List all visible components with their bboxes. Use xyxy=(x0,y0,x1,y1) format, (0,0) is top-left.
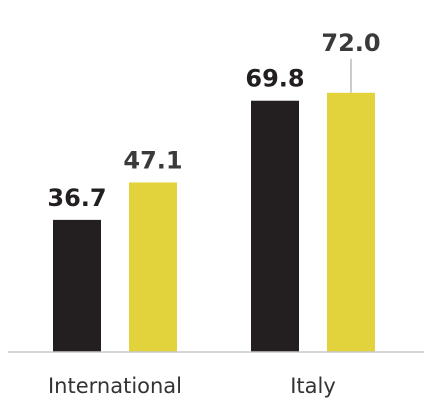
category-label-international: International xyxy=(48,374,182,398)
value-label: 36.7 xyxy=(47,184,106,212)
bar-1-international xyxy=(53,219,101,352)
value-label: 69.8 xyxy=(245,65,304,93)
bar-1-italy xyxy=(251,100,299,352)
bar-2-italy xyxy=(327,92,375,353)
category-label-italy: Italy xyxy=(290,374,336,398)
value-label: 72.0 xyxy=(321,29,380,57)
value-label: 47.1 xyxy=(123,146,182,174)
bar-2-international xyxy=(129,182,177,352)
